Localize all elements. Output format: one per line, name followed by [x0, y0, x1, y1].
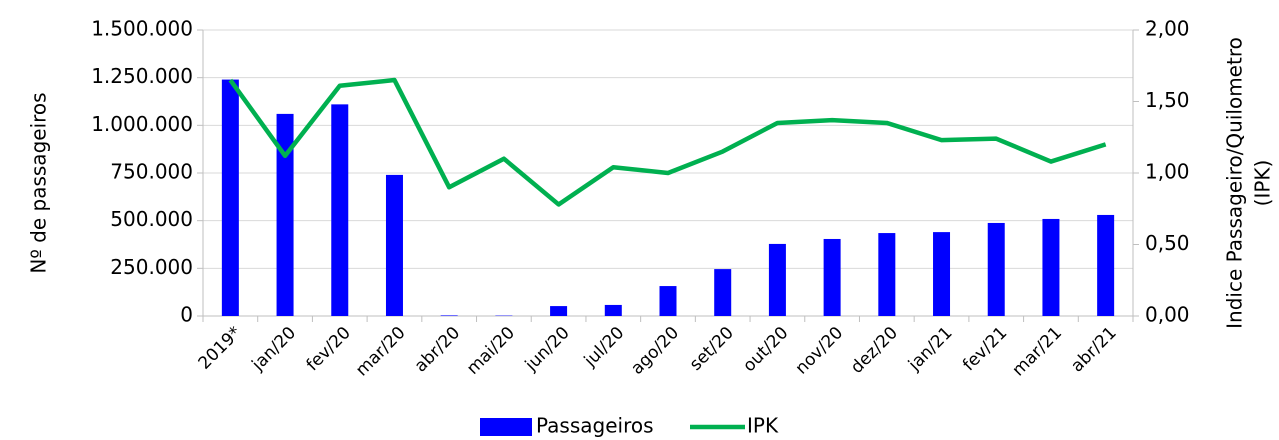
x-tick-label: mar/21 — [1009, 323, 1067, 381]
x-tick-label: set/20 — [686, 323, 738, 375]
legend-label: IPK — [747, 414, 779, 438]
y2-tick-label: 0,50 — [1145, 231, 1190, 255]
x-tick-label: fev/20 — [303, 323, 355, 375]
y-tick-label: 1.000.000 — [91, 112, 193, 136]
y-axis-label: Nº de passageiros — [27, 92, 51, 273]
bar — [768, 243, 786, 316]
bar — [987, 222, 1005, 316]
legend-swatch — [480, 418, 532, 436]
y-tick-label: 500.000 — [110, 207, 193, 231]
bar — [878, 233, 896, 316]
bar — [550, 306, 568, 316]
x-tick-label: nov/20 — [792, 323, 848, 379]
bar — [331, 104, 349, 316]
y2-axis-label: (IPK) — [1251, 160, 1275, 207]
x-tick-label: abr/20 — [411, 323, 464, 376]
y2-tick-label: 2,00 — [1145, 17, 1190, 41]
x-tick-label: dez/20 — [847, 323, 902, 378]
bar — [1097, 214, 1115, 316]
y-tick-label: 1.500.000 — [91, 17, 193, 41]
y2-tick-label: 1,50 — [1145, 88, 1190, 112]
bar — [276, 113, 294, 316]
y-tick-label: 0 — [180, 303, 193, 327]
legend-label: Passageiros — [536, 414, 654, 438]
y-tick-label: 750.000 — [110, 160, 193, 184]
bar — [823, 238, 841, 316]
x-tick-label: fev/21 — [959, 323, 1011, 375]
x-tick-label: out/20 — [739, 323, 792, 376]
x-tick-label: abr/21 — [1067, 323, 1120, 376]
bar — [440, 315, 458, 316]
y2-tick-label: 0,00 — [1145, 303, 1190, 327]
x-tick-label: mai/20 — [463, 323, 519, 379]
y-tick-label: 1.250.000 — [91, 64, 193, 88]
x-tick-label: ago/20 — [627, 323, 683, 379]
y-tick-label: 250.000 — [110, 255, 193, 279]
x-tick-label: jan/20 — [248, 323, 301, 376]
x-tick-label: jun/20 — [521, 323, 574, 376]
line — [228, 77, 1107, 207]
x-tick-label: jul/20 — [580, 323, 629, 372]
bar — [221, 79, 239, 316]
y2-tick-label: 1,00 — [1145, 160, 1190, 184]
x-tick-label: 2019* — [195, 323, 246, 374]
bar — [1042, 218, 1060, 316]
bar — [604, 304, 622, 316]
x-tick-label: jan/21 — [904, 323, 957, 376]
bar — [385, 174, 403, 316]
y2-axis-label: Indice Passageiro/Quilometro — [1223, 37, 1247, 329]
bar — [933, 232, 951, 316]
x-tick-label: mar/20 — [352, 323, 410, 381]
bar — [714, 269, 732, 316]
bar — [659, 286, 677, 316]
